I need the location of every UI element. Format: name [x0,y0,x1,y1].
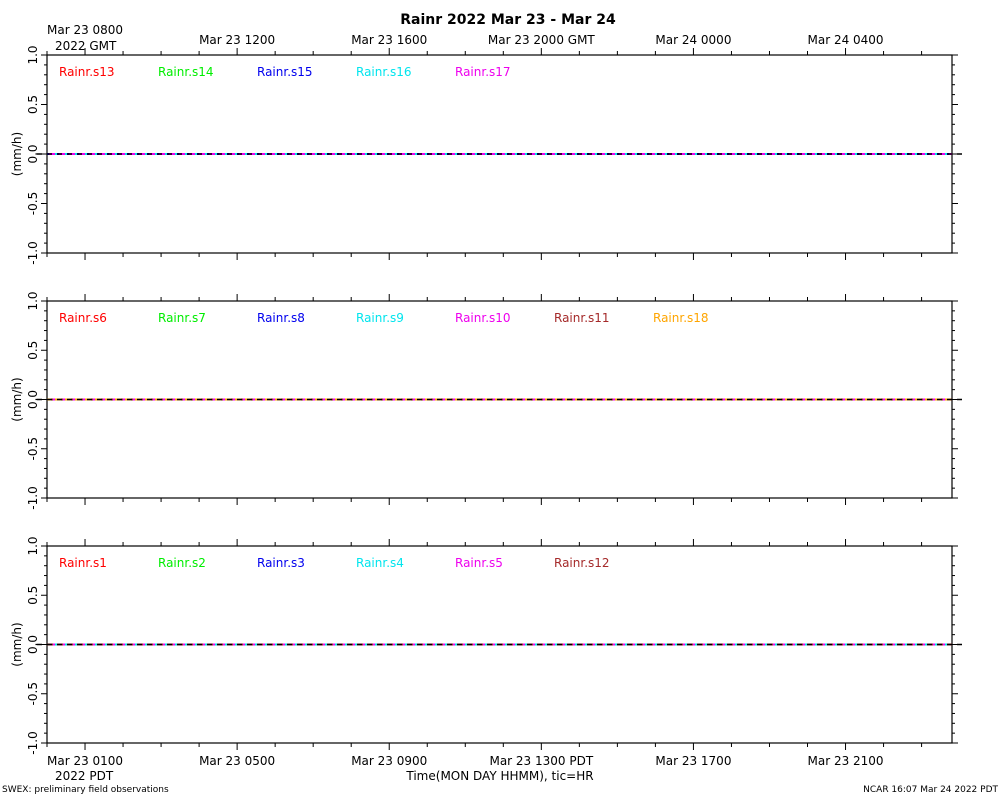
bottom-tick-label: Mar 23 0500 [199,754,275,768]
top-time-axis: Mar 23 0800 Mar 23 1200 Mar 23 1600 Mar 23 … [47,23,884,47]
y-tick-label: -1.0 [26,241,40,264]
chart-title: Rainr 2022 Mar 23 - Mar 24 [400,12,616,28]
top-tick-label: Mar 24 0000 [655,33,731,47]
top-tick-label: Mar 23 2000 GMT [488,33,596,47]
legend-entry: Rainr.s7 [158,311,206,325]
bottom-tick-label: Mar 23 0100 [47,754,123,768]
bottom-tick-label: Mar 23 1300 PDT [489,754,593,768]
legend-entry: Rainr.s3 [257,556,305,570]
legend-entry: Rainr.s2 [158,556,206,570]
y-tick-label: 0.0 [26,390,40,409]
top-tick-label: Mar 24 0400 [807,33,883,47]
y-tick-label: 0.0 [26,144,40,163]
legend-entry: Rainr.s18 [653,311,709,325]
y-tick-label: 0.5 [26,586,40,605]
top-tick-label: Mar 23 1200 [199,33,275,47]
x-axis-label: Time(MON DAY HHMM), tic=HR [405,769,593,783]
y-tick-label: -0.5 [26,682,40,705]
legend-entry: Rainr.s5 [455,556,503,570]
top-tick-label: Mar 23 0800 [47,23,123,37]
legend-entry: Rainr.s1 [59,556,107,570]
bottom-time-axis: Mar 23 0100 Mar 23 0500 Mar 23 0900 Mar 23 … [47,754,884,768]
legend-entry: Rainr.s6 [59,311,107,325]
legend-entry: Rainr.s16 [356,65,412,79]
y-tick-label: -0.5 [26,192,40,215]
y-axis-label: (mm/h) [10,377,24,421]
panels: 1.0 0.5 0.0 -0.5 -1.0 (mm/h) Rainr.s13 Rainr.s1… [10,45,962,755]
panel-3: 1.0 0.5 0.0 -0.5 -1.0 (mm/h) Rainr.s1 Rainr.s2 R… [10,536,962,755]
top-axis-year-label: 2022 GMT [55,39,117,53]
y-tick-label: 0.0 [26,635,40,654]
legend-entry: Rainr.s13 [59,65,115,79]
legend-entry: Rainr.s10 [455,311,511,325]
panel-1: 1.0 0.5 0.0 -0.5 -1.0 (mm/h) Rainr.s13 Rainr.s1… [10,45,962,265]
legend-entry: Rainr.s11 [554,311,610,325]
bottom-tick-label: Mar 23 2100 [807,754,883,768]
panel-2: 1.0 0.5 0.0 -0.5 -1.0 (mm/h) Rainr.s6 Rainr.s7 R… [10,291,962,510]
legend-entry: Rainr.s14 [158,65,214,79]
y-axis-label: (mm/h) [10,132,24,176]
bottom-tick-label: Mar 23 1700 [655,754,731,768]
y-tick-label: 0.5 [26,95,40,114]
y-tick-label: -0.5 [26,437,40,460]
bottom-tick-label: Mar 23 0900 [351,754,427,768]
footer-right: NCAR 16:07 Mar 24 2022 PDT [863,785,998,795]
footer-left: SWEX: preliminary field observations [2,785,169,795]
y-tick-label: -1.0 [26,486,40,509]
legend-entry: Rainr.s4 [356,556,404,570]
y-tick-label: -1.0 [26,731,40,754]
y-tick-label: 1.0 [26,291,40,310]
legend-entry: Rainr.s17 [455,65,511,79]
y-tick-label: 1.0 [26,45,40,64]
legend-entry: Rainr.s15 [257,65,313,79]
bottom-axis-year-label: 2022 PDT [55,769,114,783]
legend-entry: Rainr.s8 [257,311,305,325]
top-tick-label: Mar 23 1600 [351,33,427,47]
y-tick-label: 0.5 [26,341,40,360]
legend-entry: Rainr.s12 [554,556,610,570]
y-axis-label: (mm/h) [10,622,24,666]
legend-entry: Rainr.s9 [356,311,404,325]
y-tick-label: 1.0 [26,536,40,555]
